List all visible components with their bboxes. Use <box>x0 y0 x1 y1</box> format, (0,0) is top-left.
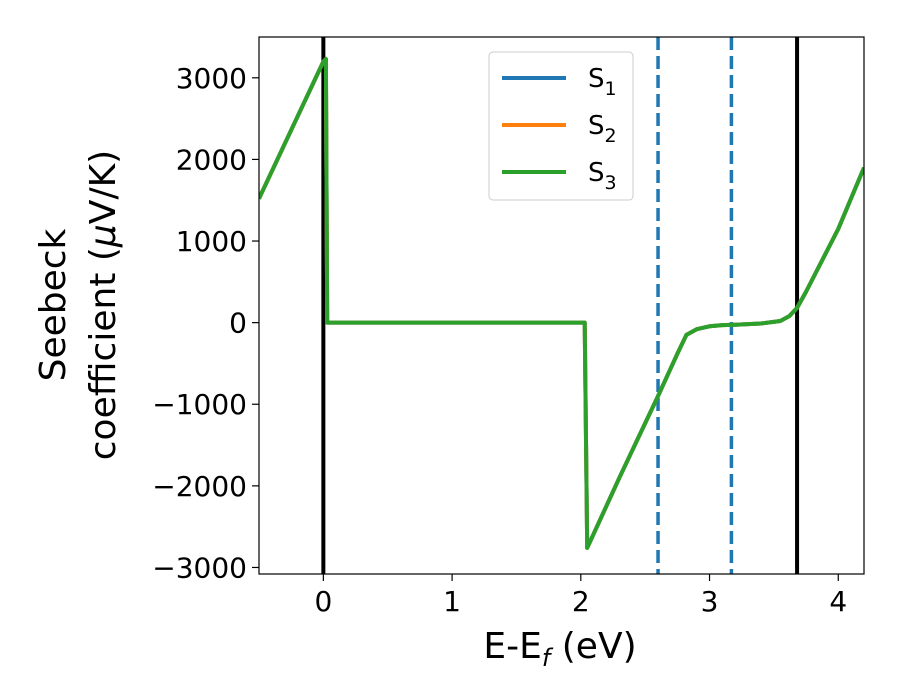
x-tick-label: 1 <box>443 585 461 618</box>
y-axis-title: Seebeck coefficient (μV/K) <box>33 150 124 460</box>
legend-label-S1: S1 <box>588 64 617 100</box>
y-tick-label: −2000 <box>152 470 247 503</box>
y-tick-label: −1000 <box>152 388 247 421</box>
legend-label-S2: S2 <box>588 111 617 147</box>
legend: S1 S2 S3 <box>488 51 634 201</box>
plot-frame <box>258 36 865 575</box>
x-axis-title: E-Ef (eV) <box>483 626 636 672</box>
x-tick-label: 4 <box>829 585 847 618</box>
series-line-S3 <box>259 57 864 550</box>
y-tick-label: 3000 <box>176 62 247 95</box>
y-tick-label: 2000 <box>176 143 247 176</box>
x-tick-label: 0 <box>314 585 332 618</box>
legend-label-S3: S3 <box>588 158 617 194</box>
x-tick-label: 2 <box>572 585 590 618</box>
x-axis-ticks: 0 1 2 3 4 <box>314 574 847 618</box>
y-tick-label: 1000 <box>176 225 247 258</box>
y-axis-title-line2: coefficient (μV/K) <box>83 150 124 460</box>
y-axis-title-line1: Seebeck <box>33 228 74 381</box>
y-tick-label: 0 <box>229 307 247 340</box>
y-tick-label: −3000 <box>152 551 247 584</box>
series-lines <box>259 57 864 550</box>
x-tick-label: 3 <box>701 585 719 618</box>
y-axis-ticks: −3000 −2000 −1000 0 1000 2000 3000 <box>152 62 259 584</box>
